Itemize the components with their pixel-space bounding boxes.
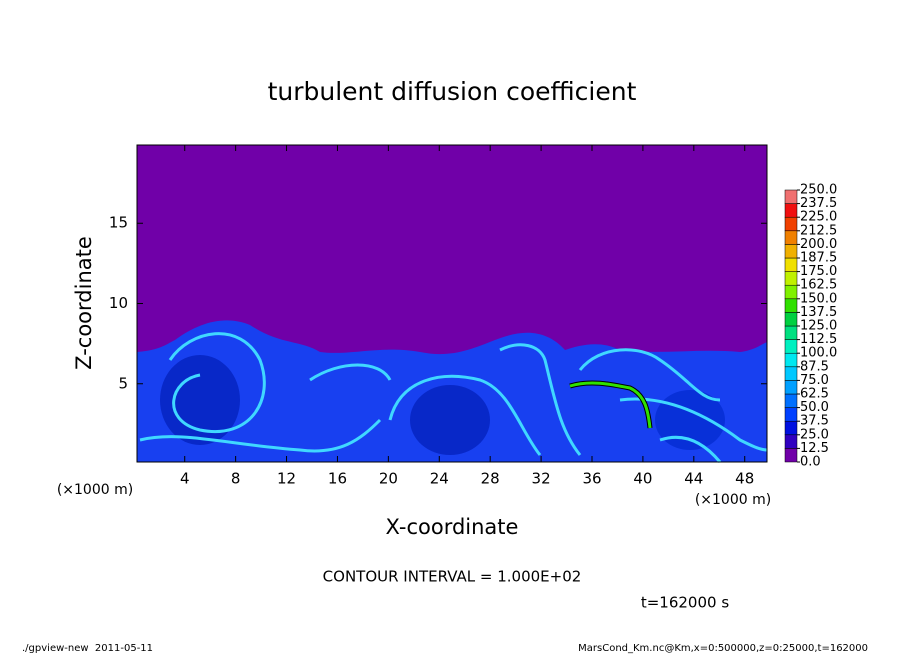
colorbar-label: 250.0	[800, 183, 837, 198]
y-tick-label: 10	[109, 294, 128, 312]
field	[137, 145, 768, 463]
y-tick-label: 5	[118, 374, 128, 392]
y-axis-label: Z-coordinate	[72, 236, 96, 370]
colorbar-band	[784, 230, 798, 245]
colorbar-band	[784, 366, 798, 381]
colorbar-label: 237.5	[800, 196, 837, 211]
colorbar-band	[784, 380, 798, 395]
colorbar-label: 175.0	[800, 264, 837, 279]
colorbar-band	[784, 339, 798, 354]
time-label: t=162000 s	[641, 594, 729, 612]
colorbar-label: 125.0	[800, 319, 837, 334]
colorbar-band	[784, 393, 798, 408]
colorbar-label: 12.5	[800, 441, 829, 456]
colorbar-band	[784, 448, 798, 463]
colorbar-band	[784, 244, 798, 259]
x-tick-label: 44	[684, 470, 703, 488]
x-tick-label: 32	[532, 470, 551, 488]
colorbar-label: 50.0	[800, 400, 829, 415]
colorbar-label: 75.0	[800, 373, 829, 388]
x-tick-label: 12	[277, 470, 296, 488]
colorbar-band	[784, 420, 798, 436]
x-unit-label: (×1000 m)	[695, 492, 771, 508]
colorbar-label: 212.5	[800, 223, 837, 238]
colorbar-label: 187.5	[800, 251, 837, 266]
colorbar-label: 37.5	[800, 414, 829, 429]
colorbar-band	[784, 298, 798, 313]
x-tick-label: 20	[379, 470, 398, 488]
x-unit-label: (×1000 m)	[57, 482, 133, 498]
colorbar-label: 62.5	[800, 387, 829, 402]
colorbar-band	[784, 407, 798, 422]
x-axis-label: X-coordinate	[386, 515, 519, 539]
colorbar-band	[784, 312, 798, 327]
footer-left: ./gpview-new 2011-05-11	[22, 643, 153, 654]
colorbar-band	[784, 203, 798, 218]
eddy	[160, 355, 240, 445]
x-tick-label: 16	[328, 470, 347, 488]
x-tick-label: 24	[430, 470, 449, 488]
colorbar-label: 112.5	[800, 332, 837, 347]
colorbar-label: 137.5	[800, 305, 837, 320]
contour-interval: CONTOUR INTERVAL = 1.000E+02	[323, 568, 582, 586]
colorbar-band	[784, 189, 798, 204]
colorbar-band	[784, 434, 798, 449]
x-tick-label: 28	[481, 470, 500, 488]
colorbar-band	[784, 257, 798, 272]
y-tick-label: 15	[109, 214, 128, 232]
eddy	[410, 385, 490, 455]
colorbar-band	[784, 271, 798, 286]
colorbar-label: 25.0	[800, 427, 829, 442]
colorbar-label: 162.5	[800, 278, 837, 293]
colorbar-label: 225.0	[800, 210, 837, 225]
x-tick-label: 36	[582, 470, 601, 488]
x-tick-label: 48	[735, 470, 754, 488]
colorbar-label: 200.0	[800, 237, 837, 252]
colorbar-band	[784, 216, 798, 232]
colorbar-band	[784, 352, 798, 368]
x-tick-label: 40	[633, 470, 652, 488]
colorbar-label: 87.5	[800, 359, 829, 374]
chart-title: turbulent diffusion coefficient	[268, 77, 637, 106]
colorbar-band	[784, 325, 798, 340]
x-tick-label: 4	[180, 470, 190, 488]
x-tick-label: 8	[231, 470, 241, 488]
colorbar-label: 0.0	[800, 455, 821, 470]
filaments	[139, 332, 768, 463]
colorbar-band	[784, 284, 798, 300]
contour-fill	[569, 381, 652, 429]
colorbar-label: 150.0	[800, 291, 837, 306]
footer-right: MarsCond_Km.nc@Km,x=0:500000,z=0:25000,t…	[578, 643, 868, 654]
colorbar-label: 100.0	[800, 346, 837, 361]
